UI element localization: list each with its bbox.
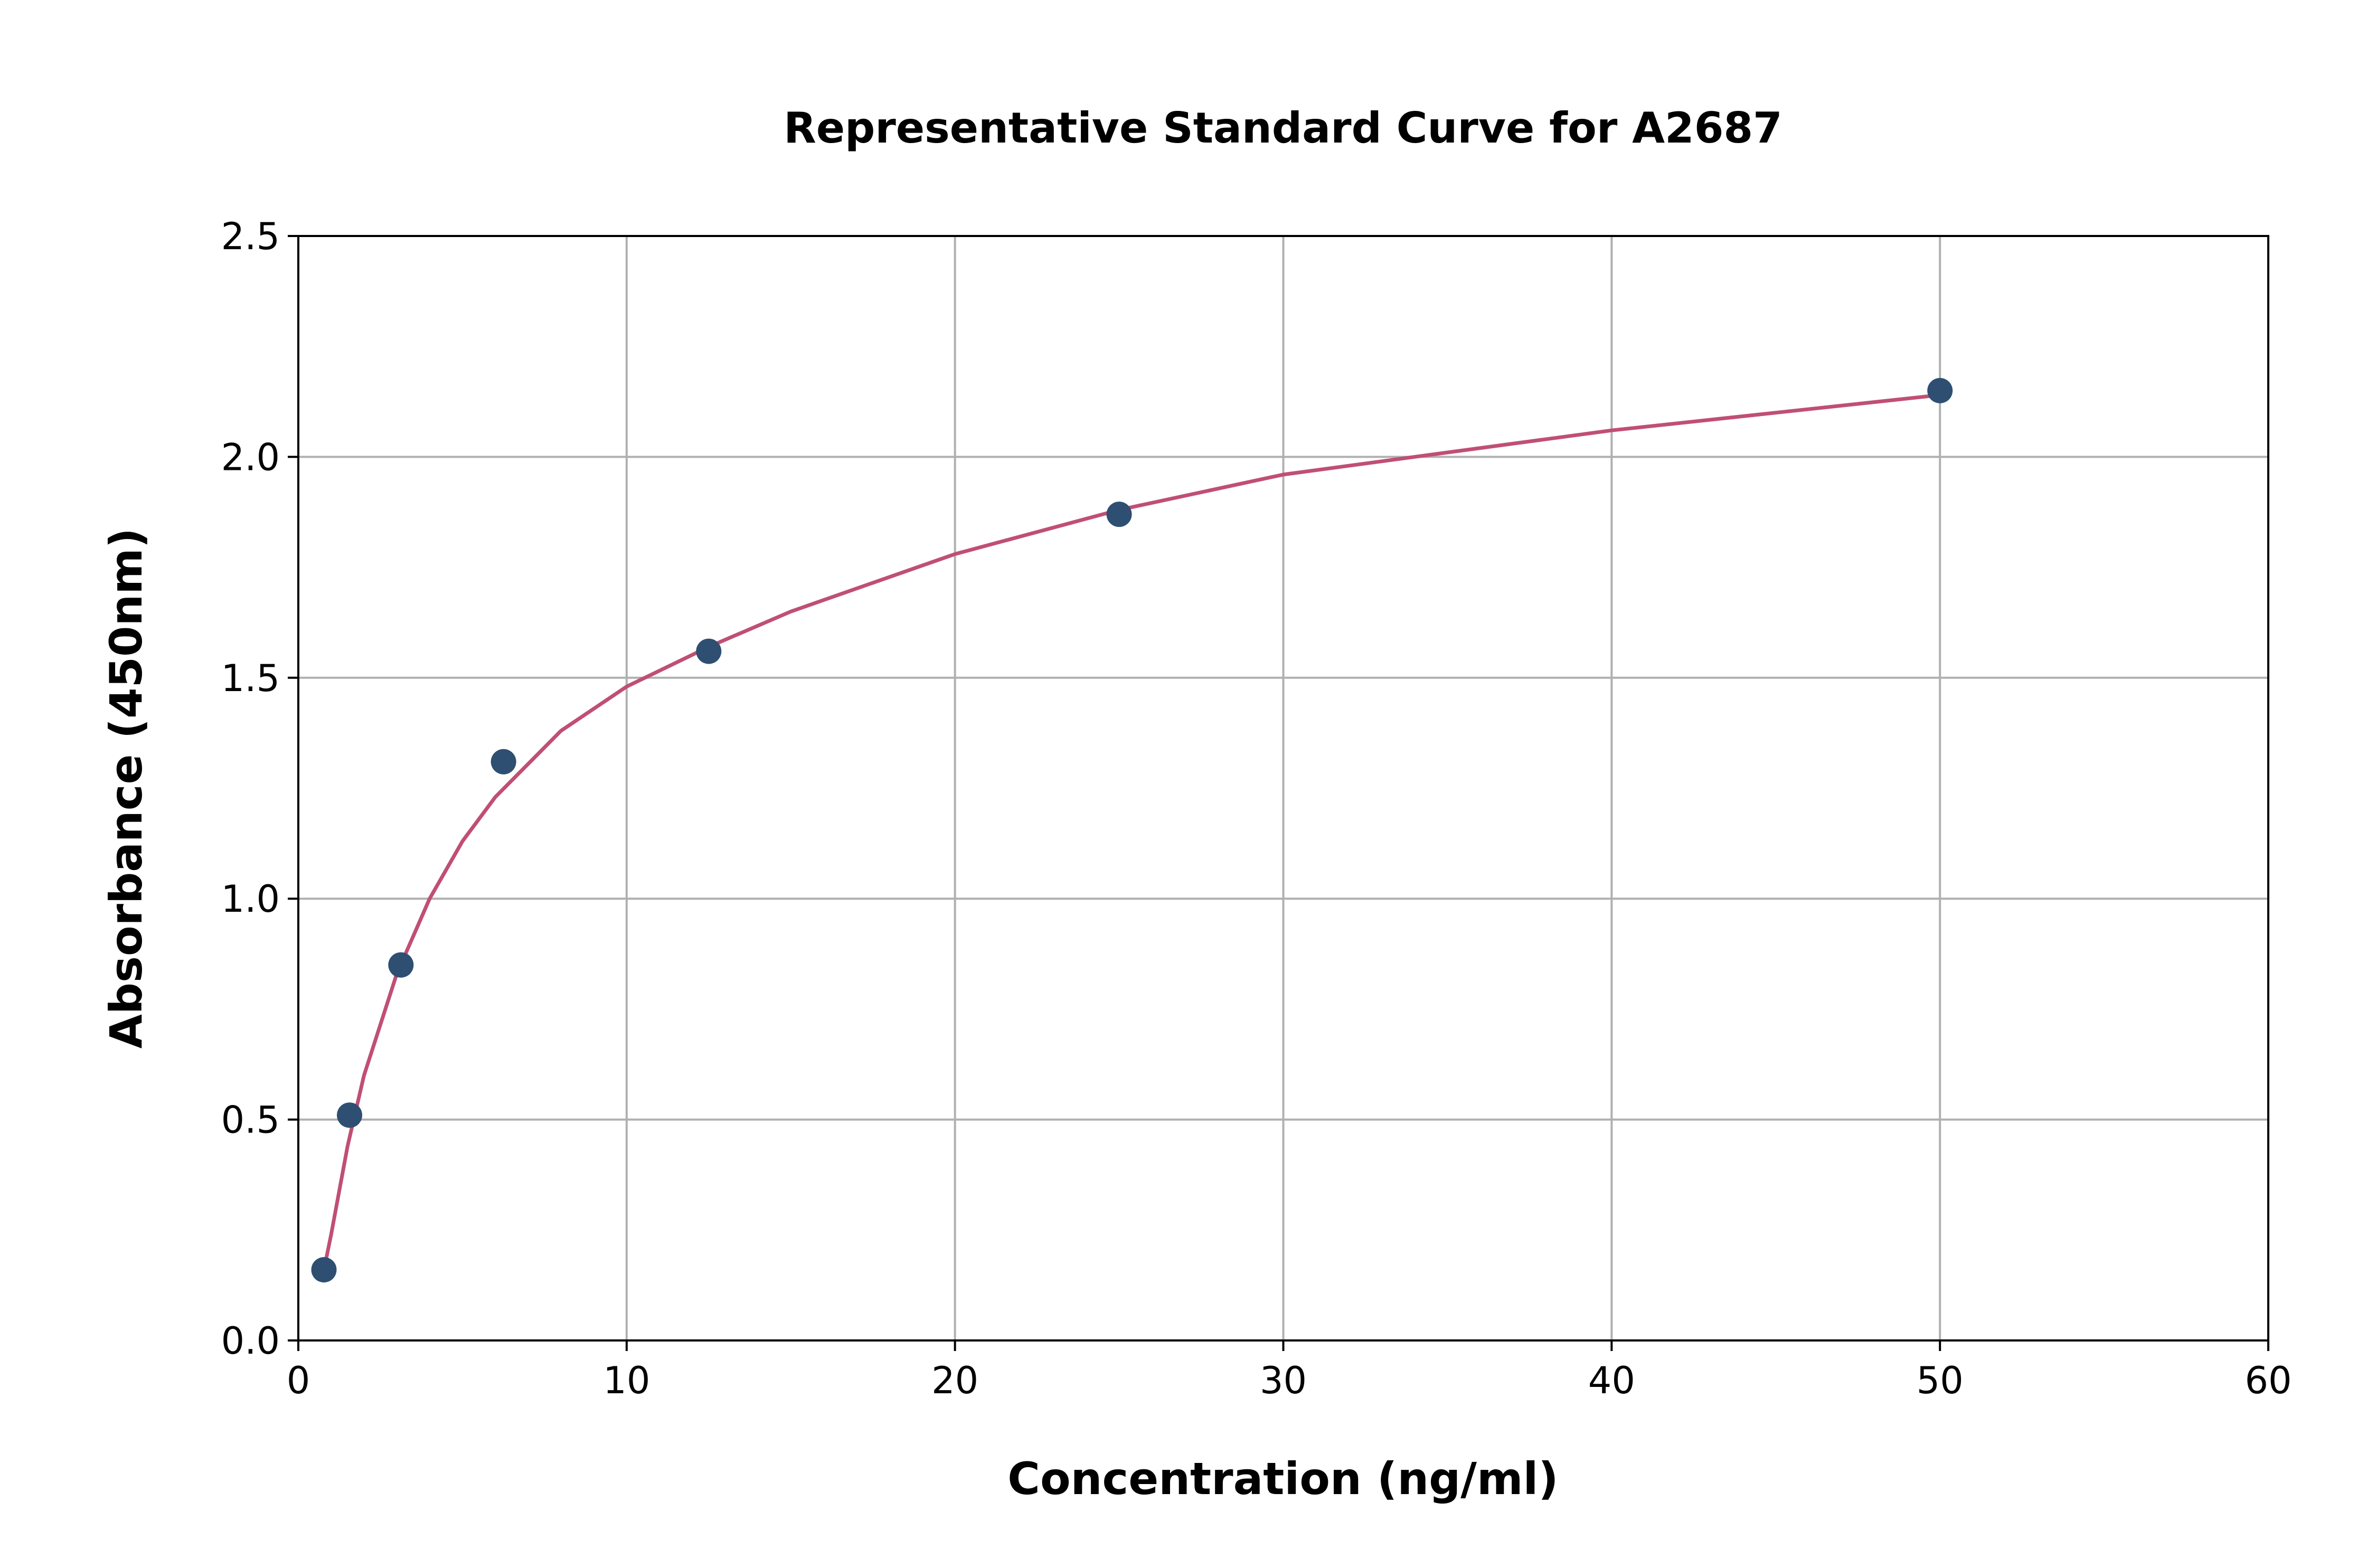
data-point bbox=[337, 1102, 363, 1128]
y-tick-label: 1.5 bbox=[221, 657, 280, 700]
chart-title: Representative Standard Curve for A2687 bbox=[784, 103, 1782, 153]
fit-curve bbox=[322, 393, 1940, 1270]
x-tick-label: 50 bbox=[1917, 1359, 1964, 1402]
data-point bbox=[1927, 377, 1953, 403]
fit-curve-group bbox=[322, 393, 1940, 1270]
x-tick-label: 0 bbox=[287, 1359, 310, 1402]
data-point bbox=[1106, 502, 1132, 527]
x-tick-label: 20 bbox=[931, 1359, 978, 1402]
data-point bbox=[491, 749, 516, 774]
x-tick-label: 60 bbox=[2245, 1359, 2292, 1402]
x-tick-label: 30 bbox=[1260, 1359, 1307, 1402]
x-tick-label: 10 bbox=[603, 1359, 650, 1402]
y-axis-ticks: 0.0 0.5 1.0 1.5 2.0 2.5 bbox=[221, 215, 298, 1363]
data-point bbox=[696, 638, 722, 664]
grid-lines bbox=[297, 235, 2269, 1342]
data-point bbox=[311, 1257, 337, 1283]
y-axis-label: Absorbance (450nm) bbox=[100, 528, 152, 1049]
x-tick-label: 40 bbox=[1588, 1359, 1635, 1402]
y-tick-label: 1.0 bbox=[221, 877, 280, 921]
x-axis-label: Concentration (ng/ml) bbox=[1007, 1453, 1558, 1505]
y-tick-label: 0.0 bbox=[221, 1319, 280, 1363]
y-tick-label: 2.5 bbox=[221, 215, 280, 258]
y-tick-label: 2.0 bbox=[221, 436, 280, 479]
data-points bbox=[311, 377, 1953, 1283]
y-tick-label: 0.5 bbox=[221, 1099, 280, 1142]
data-point bbox=[388, 952, 414, 978]
x-axis-ticks: 0 10 20 30 40 50 60 bbox=[287, 1340, 2292, 1402]
